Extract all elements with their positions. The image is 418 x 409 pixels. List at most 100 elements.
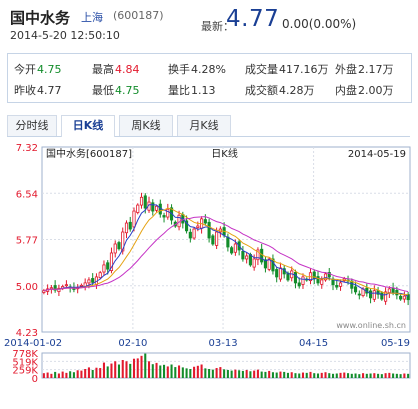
volume-bar [298,373,301,378]
candle-body [376,290,380,295]
volume-bar [136,358,139,378]
volume-tick-label: 778K [12,349,38,360]
volume-bar [102,362,105,378]
volume-bar [223,369,226,378]
candle-body [293,271,298,284]
candle-body [162,215,166,218]
volume-bar [275,372,278,378]
candle-body [121,231,125,252]
volume-bar [99,368,102,378]
candle-body [132,210,136,228]
trade-amount: 成交额4.28万 [245,84,315,97]
chart-date-label: 2014-05-19 [348,149,406,160]
candle-body [320,279,324,285]
candle-body [109,252,114,271]
volume-bar [268,370,271,378]
latest-price-label: 最新： [201,20,234,33]
trade-volume: 成交量417.16万 [245,63,329,76]
volume-bar [316,373,320,378]
volume-bar [42,373,45,378]
candle-body [196,225,200,228]
tab-weekly-k[interactable]: 周K线 [119,115,173,136]
volume-tick-label: 259K [12,366,38,377]
candle-body [357,293,361,296]
volume-bar [347,373,350,378]
tab-monthly-k[interactable]: 月K线 [177,115,231,136]
volume-bar [290,372,293,378]
volume-bar [193,366,196,378]
volume-bar [91,369,94,378]
candle-body [188,231,192,239]
chart-tabs: 分时线 日K线 周K线 月K线 [7,115,410,137]
high-price: 最高4.84 [92,63,140,76]
volume-bar [362,373,365,378]
tab-intraday[interactable]: 分时线 [7,115,57,136]
candle-body [248,254,252,266]
volume-bar [219,367,222,378]
volume-bar [215,368,218,378]
low-price: 最低4.75 [92,84,140,97]
volume-bar [339,372,342,378]
candle-body [87,279,91,284]
volume-bar [395,373,398,378]
volume-bar [163,364,166,378]
ma10-line [43,207,409,296]
volume-bar [245,369,248,378]
candle-body [98,272,102,279]
candle-body [128,221,132,230]
candle-body [226,236,230,248]
volume-bar [61,371,64,378]
candle-body [151,202,155,212]
candle-body [49,287,53,290]
volume-bar [238,370,241,378]
volume-bar [72,372,75,378]
volume-bar [335,373,338,378]
volume-bar [260,371,263,378]
ma5-line [43,204,409,297]
volume-bar [181,367,184,378]
y-tick-label: 4.23 [16,328,38,339]
volume-bar [369,373,372,378]
volume-bar [305,372,308,378]
volume-bar [249,371,252,378]
volume-bar [350,373,353,378]
volume-bar [54,371,57,378]
volume-bar [46,372,49,378]
outer-volume: 外盘2.17万 [335,63,394,76]
candle-body [402,295,406,300]
candle-body [185,220,189,232]
volume-bar [301,372,305,378]
tab-daily-k[interactable]: 日K线 [61,115,115,137]
volume-bar [211,369,214,378]
volume-bar [286,372,289,378]
x-tick-label: 02-10 [118,338,147,349]
candle-body [301,276,305,285]
volume-bar [151,364,154,378]
candle-body [192,228,196,239]
candle-body [338,282,343,287]
volume-tick-label: 519K [12,357,38,368]
candle-body [406,294,410,301]
candle-body [139,196,144,206]
volume-bar [388,372,391,378]
volume-bar [166,366,169,378]
stock-code: (600187) [113,9,164,22]
volume-bar [185,368,188,378]
volume-bar [106,366,109,378]
candle-body [245,255,249,260]
stock-name: 国中水务 [10,9,71,27]
candle-body [211,235,215,245]
volume-bar [354,373,357,378]
candle-body [42,290,46,293]
volume-bar [117,364,121,378]
volume-bar [328,373,331,378]
volume-bar [399,374,402,378]
candle-body [57,287,61,292]
candle-body [233,243,237,253]
volume-bar [189,369,192,378]
volume-bar [320,372,323,378]
open-price: 今开4.75 [14,63,62,76]
y-tick-label: 5.77 [16,236,38,247]
candle-body [271,258,275,272]
candle-body [316,276,320,284]
